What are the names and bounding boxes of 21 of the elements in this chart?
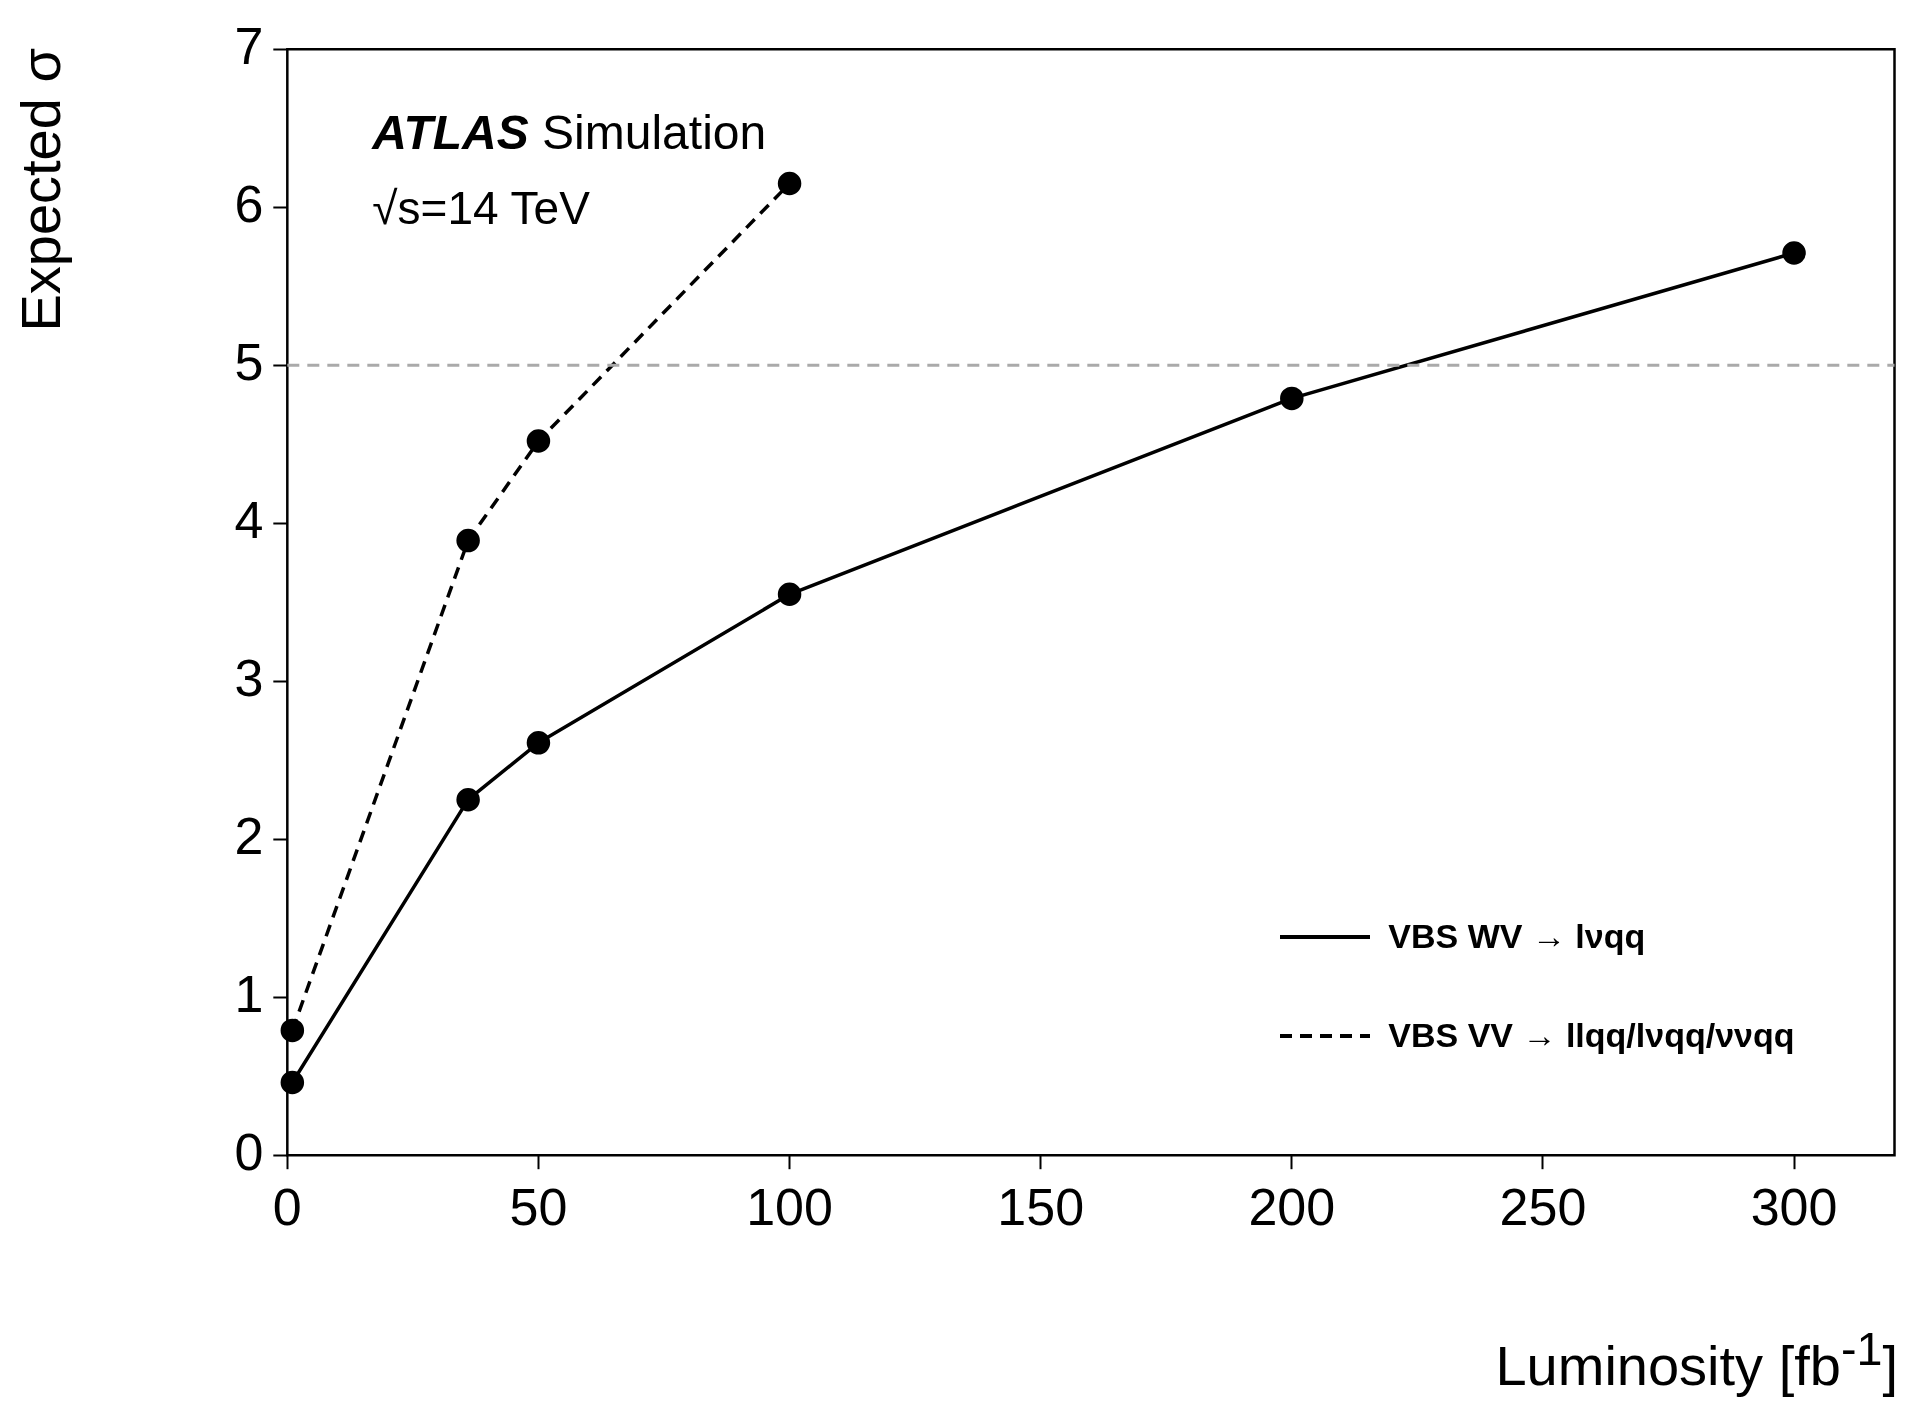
x-tick-label: 150 — [997, 1177, 1085, 1236]
y-tick-label: 0 — [234, 1122, 264, 1181]
legend-label: VBS VV → llqq/lνqq/ννqq — [1388, 1016, 1795, 1056]
y-tick-label: 1 — [234, 964, 264, 1023]
y-tick-label: 2 — [234, 806, 264, 865]
y-tick-label: 4 — [234, 490, 264, 549]
x-tick-label: 50 — [509, 1177, 568, 1236]
y-tick-label: 6 — [234, 174, 264, 233]
annotation: √s=14 TeV — [372, 182, 591, 235]
annotation: ATLAS Simulation — [371, 106, 767, 160]
legend-label: VBS WV → lνqq — [1388, 917, 1646, 957]
y-tick-label: 7 — [234, 16, 264, 75]
x-tick-label: 0 — [272, 1177, 302, 1236]
x-tick-label: 100 — [746, 1177, 833, 1236]
x-tick-label: 300 — [1750, 1177, 1838, 1236]
y-tick-label: 3 — [234, 648, 264, 707]
x-tick-label: 200 — [1248, 1177, 1336, 1236]
x-axis-title: Luminosity [fb$^{-1}$] — [1495, 1322, 1898, 1398]
y-axis-title: Expected σ — [8, 48, 73, 332]
x-tick-label: 250 — [1499, 1177, 1587, 1236]
y-tick-label: 5 — [234, 332, 264, 391]
